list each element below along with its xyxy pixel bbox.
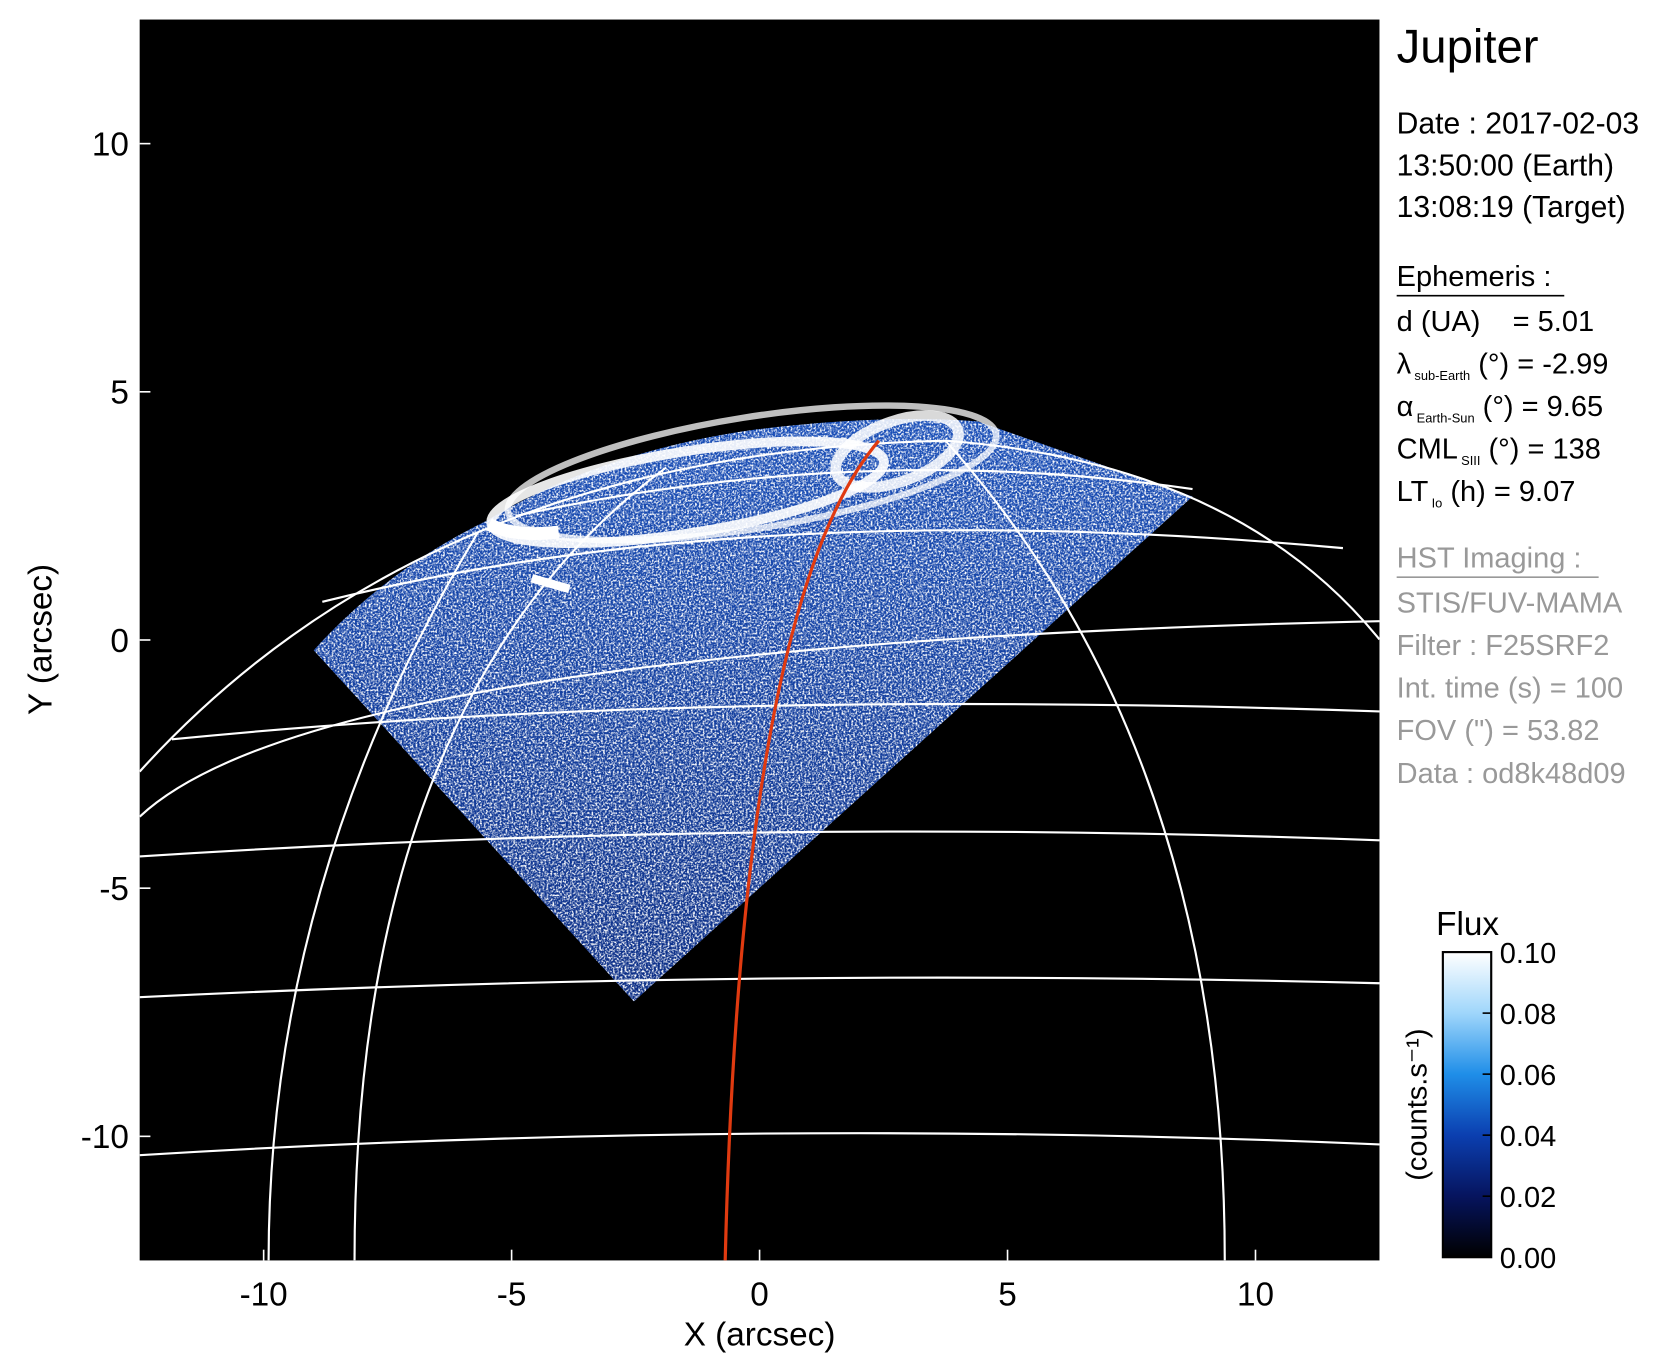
colorbar-tick-label: 0.00 [1500,1243,1556,1275]
ephemeris-sub: Earth-Sun [1417,410,1475,425]
colorbar-tick-label: 0.10 [1500,938,1556,970]
hst-line: FOV (") = 53.82 [1397,715,1600,747]
x-tick-label: 5 [998,1277,1017,1314]
ephemeris-rest: (°) = 138 [1480,433,1600,465]
y-tick-label: -10 [81,1119,129,1156]
panel-title: Jupiter [1397,21,1539,74]
ephemeris-rest: (°) = 9.65 [1475,391,1603,423]
date-line: 13:08:19 (Target) [1397,191,1626,224]
ephemeris-main: LT [1397,476,1429,508]
region-speckle [313,418,1193,1002]
x-tick-label: -10 [240,1277,288,1314]
colorbar-tick-label: 0.02 [1500,1182,1556,1214]
ephemeris-line: LT Io (h) = 9.07 [1397,476,1576,510]
y-tick-label: -5 [99,871,129,908]
date-line: Date : 2017-02-03 [1397,107,1639,140]
ephemeris-line: α Earth-Sun (°) = 9.65 [1397,391,1603,425]
ephemeris-main: α [1397,391,1414,423]
ephemeris-sub: Io [1432,495,1443,510]
hst-line: Int. time (s) = 100 [1397,673,1623,705]
hst-heading: HST Imaging : [1397,542,1582,574]
x-axis-label: X (arcsec) [684,1316,836,1353]
ephemeris-heading: Ephemeris : [1397,261,1552,293]
ephemeris-sub: SIII [1461,453,1480,468]
x-tick-label: -5 [497,1277,527,1314]
y-tick-label: 0 [110,623,129,660]
y-tick-label: 5 [110,375,129,412]
colorbar-tick-label: 0.08 [1500,999,1556,1031]
date-line: 13:50:00 (Earth) [1397,149,1614,182]
ephemeris-line: d (UA) = 5.01 [1397,306,1594,338]
ephemeris-rest: (h) = 9.07 [1442,476,1575,508]
ephemeris-main: CML [1397,433,1458,465]
hst-line: STIS/FUV-MAMA [1397,588,1623,620]
hst-line: Filter : F25SRF2 [1397,630,1610,662]
ephemeris-sub: sub-Earth [1414,368,1470,383]
ephemeris-rest: (°) = -2.99 [1470,349,1608,381]
x-tick-label: 0 [750,1277,769,1314]
colorbar-tick-label: 0.06 [1500,1060,1556,1092]
colorbar-label: (counts.s⁻¹) [1402,1029,1434,1181]
colorbar-tick-label: 0.04 [1500,1121,1556,1153]
ephemeris-line: CML SIII (°) = 138 [1397,433,1601,467]
x-tick-label: 10 [1237,1277,1274,1314]
y-axis-label: Y (arcsec) [23,564,60,715]
colorbar-title: Flux [1436,906,1499,943]
ephemeris-line: λ sub-Earth (°) = -2.99 [1397,349,1609,383]
planet-grid [139,439,1380,1261]
hst-line: Data : od8k48d09 [1397,758,1626,790]
ephemeris-main: d (UA) = 5.01 [1397,306,1594,338]
io-footprint [723,439,881,1261]
ephemeris-main: λ [1397,349,1412,381]
image [139,402,1380,1261]
y-tick-label: 10 [92,126,129,163]
colorbar [1441,951,1493,1259]
